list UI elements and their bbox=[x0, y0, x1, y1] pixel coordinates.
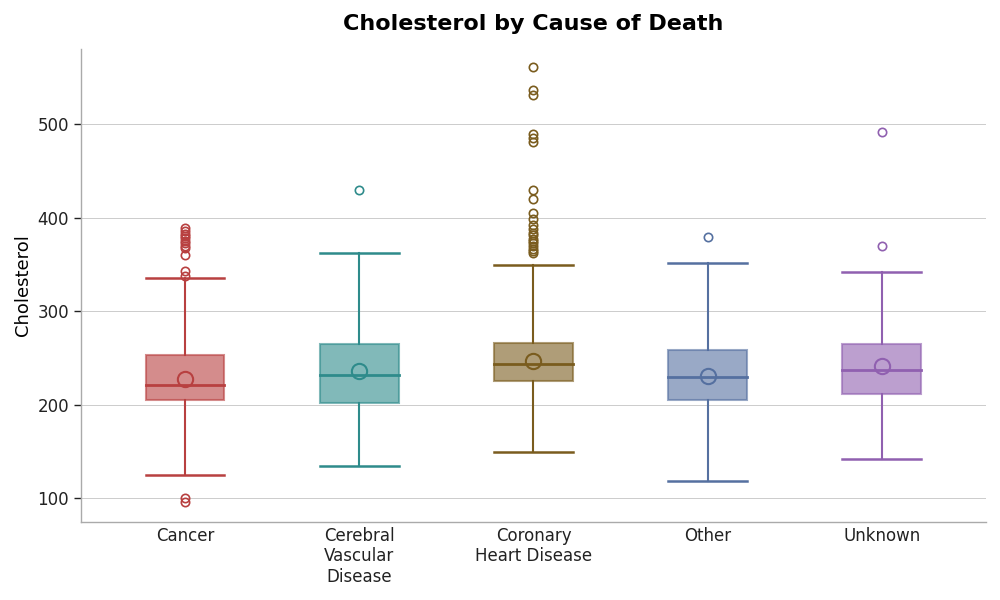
Bar bbox=[668, 350, 747, 400]
Title: Cholesterol by Cause of Death: Cholesterol by Cause of Death bbox=[343, 14, 724, 34]
Bar bbox=[320, 344, 399, 403]
Y-axis label: Cholesterol: Cholesterol bbox=[14, 235, 32, 337]
Bar bbox=[842, 344, 921, 394]
Bar bbox=[494, 343, 573, 382]
Bar bbox=[146, 355, 224, 400]
